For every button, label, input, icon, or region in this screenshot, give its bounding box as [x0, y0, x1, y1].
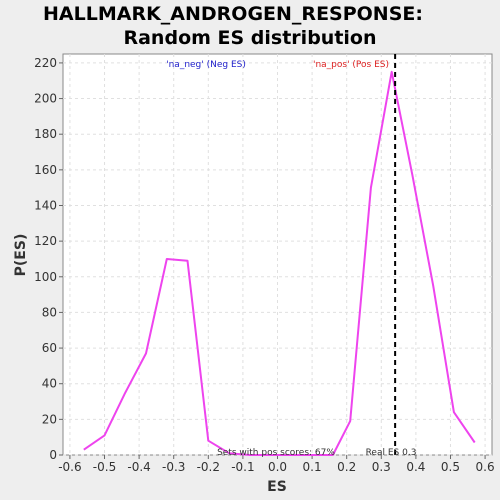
y-tick-label: 0	[49, 448, 57, 462]
x-tick-label: -0.3	[162, 460, 185, 474]
y-tick-label: 180	[34, 127, 57, 141]
pos-es-label: 'na_pos' (Pos ES)	[313, 60, 389, 70]
chart-title-line-1: HALLMARK_ANDROGEN_RESPONSE:	[43, 3, 423, 25]
x-tick-label: -0.1	[231, 460, 254, 474]
y-tick-label: 140	[34, 198, 57, 212]
x-tick-label: -0.4	[127, 460, 150, 474]
y-tick-label: 160	[34, 163, 57, 177]
x-tick-label: -0.2	[197, 460, 220, 474]
x-tick-label: 0.4	[406, 460, 425, 474]
x-tick-label: -0.5	[93, 460, 116, 474]
y-tick-label: 120	[34, 234, 57, 248]
series	[83, 70, 476, 456]
grid	[63, 54, 492, 456]
x-tick-label: 0.3	[372, 460, 391, 474]
series-line	[83, 70, 476, 456]
neg-es-label: 'na_neg' (Neg ES)	[166, 60, 246, 70]
x-tick-label: -0.6	[58, 460, 81, 474]
x-tick-label: 0.5	[441, 460, 460, 474]
y-tick-label: 40	[42, 377, 57, 391]
y-tick-label: 20	[42, 412, 57, 426]
y-tick-label: 100	[34, 270, 57, 284]
x-tick-label: 0.6	[476, 460, 495, 474]
y-axis-ticks: 0 20 40 60 80 100 120 140 160 180 200 220	[34, 56, 63, 462]
y-tick-label: 200	[34, 92, 57, 106]
x-axis-title: ES	[267, 479, 287, 495]
x-tick-label: 0.1	[303, 460, 322, 474]
y-tick-label: 80	[42, 305, 57, 319]
x-tick-label: 0.2	[337, 460, 356, 474]
y-tick-label: 60	[42, 341, 57, 355]
x-tick-label: 0.0	[268, 460, 287, 474]
y-axis-title: P(ES)	[13, 234, 29, 277]
x-axis-ticks: -0.6 -0.5 -0.4 -0.3 -0.2 -0.1 0.0 0.1 0.2 0.3 0.4 0…	[58, 455, 495, 474]
chart-title-line-2: Random ES distribution	[123, 27, 376, 49]
y-tick-label: 220	[34, 56, 57, 70]
real-es-text: Real ES 0.3	[366, 448, 417, 458]
pos-scores-text: Sets with pos scores: 67%	[217, 448, 335, 458]
